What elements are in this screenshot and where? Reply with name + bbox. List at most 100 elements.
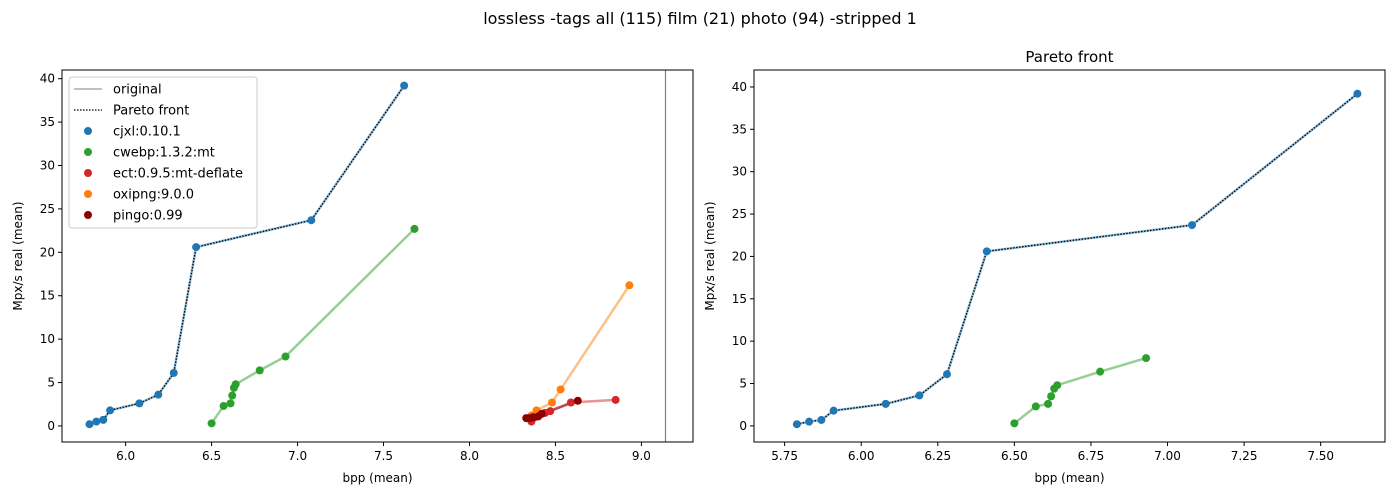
data-point	[1188, 221, 1197, 230]
x-tick-label: 6.75	[1078, 449, 1105, 463]
y-axis-label: Mpx/s real (mean)	[703, 201, 717, 310]
legend-swatch	[84, 148, 92, 156]
data-point	[915, 391, 924, 400]
x-tick-label: 7.25	[1231, 449, 1258, 463]
x-tick-label: 6.0	[116, 449, 135, 463]
data-point	[546, 407, 555, 416]
figure-title: lossless -tags all (115) film (21) photo…	[483, 9, 917, 28]
data-point	[573, 396, 582, 405]
y-tick-label: 0	[739, 419, 747, 433]
pareto-front-line	[89, 85, 405, 425]
data-point	[92, 417, 101, 426]
series-line	[796, 92, 1359, 426]
y-tick-label: 25	[40, 202, 55, 216]
data-point	[228, 391, 237, 400]
x-tick-label: 6.50	[1001, 449, 1028, 463]
y-tick-label: 30	[732, 165, 747, 179]
y-axis-label: Mpx/s real (mean)	[11, 201, 25, 310]
legend-label: oxipng:9.0.0	[113, 188, 194, 203]
x-tick-label: 6.25	[924, 449, 951, 463]
data-point	[207, 419, 216, 428]
data-point	[1047, 392, 1056, 401]
y-tick-label: 40	[40, 72, 55, 86]
y-tick-label: 35	[40, 115, 55, 129]
y-tick-label: 5	[739, 377, 747, 391]
legend-swatch	[84, 169, 92, 177]
data-point	[410, 224, 419, 233]
data-point	[154, 390, 163, 399]
x-tick-label: 6.5	[202, 449, 221, 463]
data-point	[169, 368, 178, 377]
legend-label: cjxl:0.10.1	[113, 125, 181, 140]
data-point	[982, 247, 991, 256]
x-tick-label: 8.5	[546, 449, 565, 463]
data-point	[1353, 89, 1362, 98]
data-point	[566, 398, 575, 407]
data-point	[135, 399, 144, 408]
data-point	[281, 352, 290, 361]
plot-frame	[753, 69, 1386, 443]
x-tick-label: 7.50	[1307, 449, 1334, 463]
x-tick-label: 9.0	[632, 449, 651, 463]
x-tick-label: 5.75	[771, 449, 798, 463]
x-tick-label: 6.00	[848, 449, 875, 463]
data-point	[106, 406, 115, 415]
legend-label: pingo:0.99	[113, 209, 183, 224]
data-point	[255, 366, 264, 375]
plot-frame	[61, 69, 694, 443]
data-point	[400, 81, 409, 90]
data-point	[817, 415, 826, 424]
data-point	[942, 370, 951, 379]
data-point	[1053, 381, 1062, 390]
legend-label: cwebp:1.3.2:mt	[113, 146, 215, 161]
x-axis-label: bpp (mean)	[1034, 471, 1104, 485]
y-tick-label: 35	[732, 122, 747, 136]
data-point	[1044, 399, 1053, 408]
y-tick-label: 20	[732, 249, 747, 263]
legend-swatch	[84, 190, 92, 198]
y-tick-label: 10	[40, 332, 55, 346]
data-point	[1010, 419, 1019, 428]
x-tick-label: 7.00	[1154, 449, 1181, 463]
data-point	[537, 409, 546, 418]
data-point	[192, 243, 201, 252]
y-tick-label: 5	[47, 376, 55, 390]
data-point	[85, 420, 94, 429]
data-point	[1096, 367, 1105, 376]
y-tick-label: 0	[47, 419, 55, 433]
data-point	[548, 398, 557, 407]
data-point	[219, 401, 228, 410]
legend-label: original	[113, 83, 162, 98]
data-point	[556, 385, 565, 394]
data-point	[1142, 354, 1151, 363]
y-tick-label: 20	[40, 245, 55, 259]
legend-label: ect:0.9.5:mt-deflate	[113, 167, 243, 182]
data-point	[829, 406, 838, 415]
x-tick-label: 7.0	[288, 449, 307, 463]
data-point	[231, 380, 240, 389]
x-axis-label: bpp (mean)	[342, 471, 412, 485]
data-point	[805, 417, 814, 426]
data-point	[307, 216, 316, 225]
y-tick-label: 30	[40, 158, 55, 172]
subplot-1: 5.75 6.00 6.25 6.50 6.75 7.00 7.25 7.50 0 5 10 15 20…	[703, 48, 1386, 485]
legend: original Pareto front cjxl:0.10.1 cwebp:1.3…	[68, 76, 258, 229]
data-point	[625, 281, 634, 290]
data-point	[881, 399, 890, 408]
subplot-0: 6.0 6.5 7.0 7.5 8.0 8.5 9.0 0 5 10 15 20 25 30 35 40 bpp…	[11, 69, 694, 485]
pareto-front-line	[796, 93, 1358, 425]
data-point	[611, 395, 620, 404]
y-tick-label: 25	[732, 207, 747, 221]
legend-label: Pareto front	[113, 104, 189, 119]
y-tick-label: 15	[40, 289, 55, 303]
y-tick-label: 15	[732, 292, 747, 306]
data-point	[1031, 402, 1040, 411]
y-tick-label: 40	[732, 80, 747, 94]
legend-swatch	[84, 211, 92, 219]
series-line	[530, 284, 631, 417]
x-tick-label: 8.0	[460, 449, 479, 463]
subplot-title: Pareto front	[1025, 48, 1113, 66]
series-line	[210, 227, 416, 425]
